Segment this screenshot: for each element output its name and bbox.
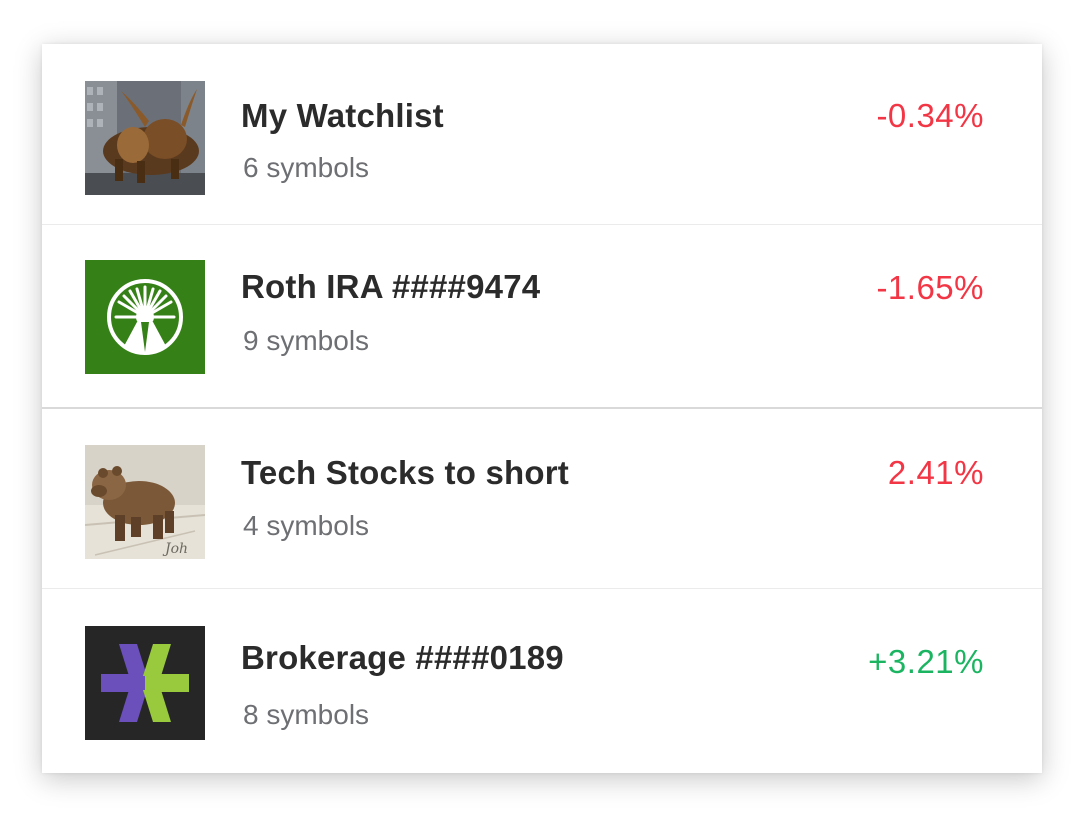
watchlist-card: My Watchlist 6 symbols -0.34% [42, 44, 1042, 773]
bear-image: Joh [85, 445, 205, 559]
symbol-count: 6 symbols [243, 152, 370, 183]
percent-change: 2.41% [887, 454, 984, 491]
etrade-logo-thumbnail [85, 626, 205, 740]
percent-change: +3.21% [868, 643, 984, 680]
percent-change: -0.34% [876, 97, 984, 134]
symbol-count: 8 symbols [243, 699, 370, 730]
watchlist-row-tech-stocks[interactable]: Joh Tech Stocks to short 4 symbols 2.41% [42, 409, 1042, 589]
symbol-count: 9 symbols [243, 325, 370, 356]
svg-text:Joh: Joh [162, 541, 188, 557]
watchlist-row-my-watchlist[interactable]: My Watchlist 6 symbols -0.34% [42, 44, 1042, 225]
watchlist-name: Brokerage ####0189 [241, 639, 564, 676]
bull-image [85, 81, 205, 195]
fidelity-logo-thumbnail [85, 260, 205, 374]
watchlist-row-roth-ira[interactable]: Roth IRA ####9474 9 symbols -1.65% [42, 225, 1042, 409]
bear-statue-thumbnail: Joh [85, 445, 205, 559]
watchlist-row-brokerage[interactable]: Brokerage ####0189 8 symbols +3.21% [42, 589, 1042, 773]
etrade-logo-icon [85, 626, 205, 740]
symbol-count: 4 symbols [243, 510, 370, 541]
charging-bull-thumbnail [85, 81, 205, 195]
fidelity-logo-icon [85, 260, 205, 374]
watchlist-name: Roth IRA ####9474 [241, 268, 541, 305]
watchlist-name: Tech Stocks to short [241, 454, 569, 491]
percent-change: -1.65% [876, 269, 984, 306]
watchlist-name: My Watchlist [241, 97, 444, 134]
